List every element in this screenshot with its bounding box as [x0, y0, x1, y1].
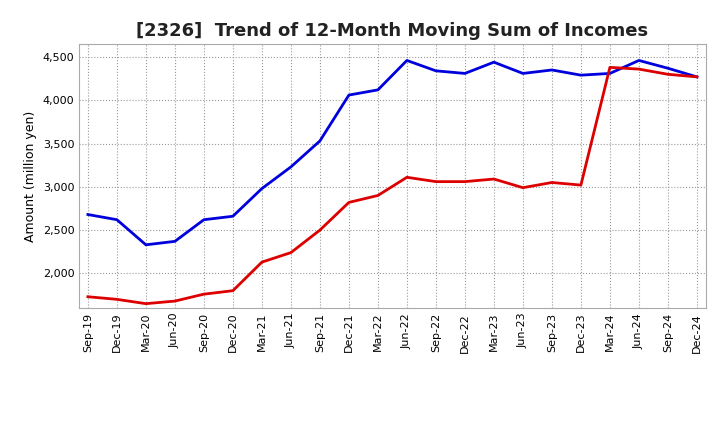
Net Income	[490, 176, 498, 182]
Ordinary Income	[112, 217, 121, 222]
Net Income	[228, 288, 237, 293]
Ordinary Income	[142, 242, 150, 247]
Net Income	[84, 294, 92, 299]
Net Income	[518, 185, 527, 191]
Net Income	[577, 183, 585, 188]
Net Income	[171, 298, 179, 304]
Line: Ordinary Income: Ordinary Income	[88, 60, 697, 245]
Net Income	[402, 175, 411, 180]
Net Income	[548, 180, 557, 185]
Ordinary Income	[518, 71, 527, 76]
Ordinary Income	[548, 67, 557, 73]
Ordinary Income	[287, 164, 295, 169]
Net Income	[461, 179, 469, 184]
Ordinary Income	[461, 71, 469, 76]
Ordinary Income	[345, 92, 354, 98]
Ordinary Income	[171, 239, 179, 244]
Ordinary Income	[374, 87, 382, 92]
Net Income	[112, 297, 121, 302]
Ordinary Income	[228, 213, 237, 219]
Ordinary Income	[431, 68, 440, 73]
Ordinary Income	[490, 59, 498, 65]
Net Income	[199, 292, 208, 297]
Net Income	[315, 227, 324, 233]
Ordinary Income	[402, 58, 411, 63]
Net Income	[693, 74, 701, 80]
Net Income	[374, 193, 382, 198]
Net Income	[258, 260, 266, 265]
Ordinary Income	[258, 186, 266, 191]
Net Income	[142, 301, 150, 306]
Ordinary Income	[664, 66, 672, 71]
Net Income	[431, 179, 440, 184]
Ordinary Income	[84, 212, 92, 217]
Y-axis label: Amount (million yen): Amount (million yen)	[24, 110, 37, 242]
Ordinary Income	[577, 73, 585, 78]
Net Income	[664, 72, 672, 77]
Net Income	[606, 65, 614, 70]
Title: [2326]  Trend of 12-Month Moving Sum of Incomes: [2326] Trend of 12-Month Moving Sum of I…	[136, 22, 649, 40]
Ordinary Income	[315, 138, 324, 143]
Ordinary Income	[199, 217, 208, 222]
Ordinary Income	[693, 74, 701, 80]
Net Income	[287, 250, 295, 255]
Ordinary Income	[634, 58, 643, 63]
Line: Net Income: Net Income	[88, 67, 697, 304]
Net Income	[345, 200, 354, 205]
Ordinary Income	[606, 71, 614, 76]
Net Income	[634, 66, 643, 72]
